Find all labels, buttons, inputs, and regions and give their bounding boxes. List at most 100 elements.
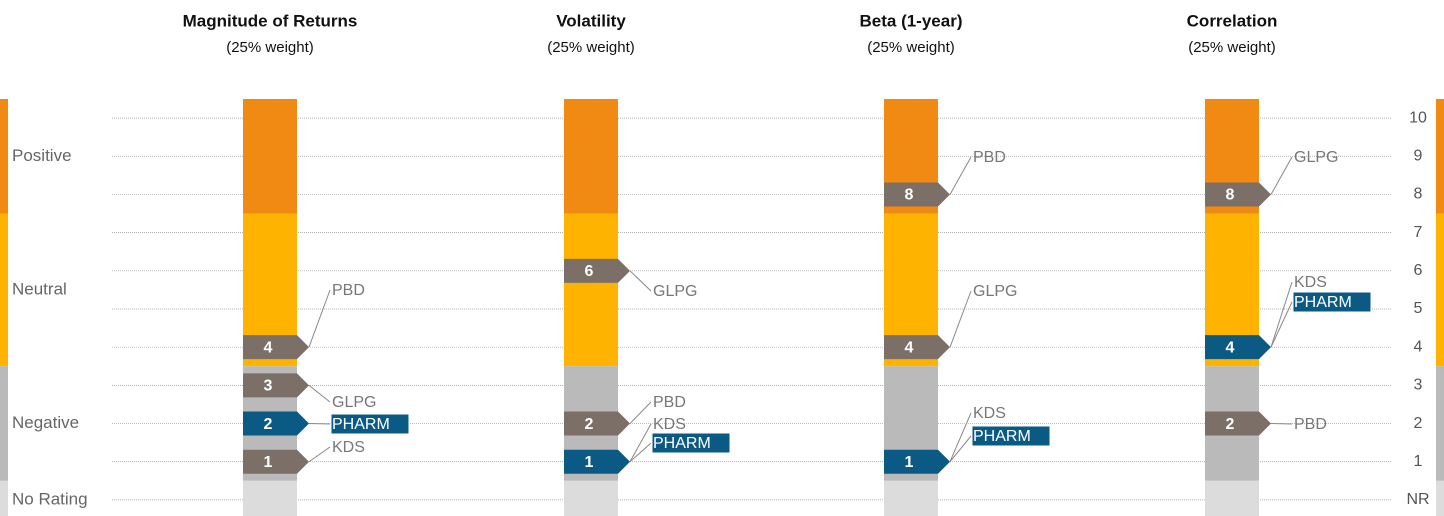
leader-line: [1270, 301, 1293, 348]
marker-shape: [1205, 182, 1271, 207]
marker-shape: [564, 411, 630, 436]
company-label: PBD: [1294, 416, 1327, 433]
band-label-bg: [10, 278, 110, 301]
company-label: PHARM: [653, 435, 711, 452]
leader-line: [949, 156, 972, 195]
company-label: PBD: [653, 394, 686, 411]
company-label: PBD: [332, 282, 365, 299]
band-left: [0, 99, 8, 214]
company-label: GLPG: [653, 283, 697, 300]
y-tick-label: 4: [1414, 338, 1423, 355]
company-label: PBD: [973, 149, 1006, 166]
leader-line: [629, 401, 652, 424]
highlight-box: [971, 425, 1051, 447]
marker-value: 3: [264, 378, 273, 395]
leader-line: [1270, 281, 1293, 348]
rating-marker: 4: [884, 335, 950, 360]
marker-value: 1: [905, 454, 914, 471]
column-band: [564, 99, 618, 214]
band-left: [0, 480, 8, 516]
marker-value: 6: [585, 263, 594, 280]
company-label: GLPG: [973, 283, 1017, 300]
marker-shape: [243, 335, 309, 360]
leader-line: [308, 384, 331, 403]
rating-marker: 8: [1205, 182, 1271, 207]
company-label: KDS: [973, 405, 1006, 422]
column-title: Volatility: [556, 11, 626, 30]
rating-marker: 2: [564, 411, 630, 436]
company-label: GLPG: [1294, 149, 1338, 166]
band-label: Positive: [12, 146, 72, 165]
marker-shape: [564, 258, 630, 283]
marker-value: 4: [1226, 339, 1235, 356]
y-tick-label: 7: [1414, 224, 1423, 241]
column-subtitle: (25% weight): [1188, 39, 1276, 56]
marker-shape: [884, 182, 950, 207]
leader-line: [949, 412, 972, 462]
marker-shape: [884, 449, 950, 474]
rating-marker: 2: [1205, 411, 1271, 436]
rating-marker: 1: [884, 449, 950, 474]
marker-value: 8: [905, 187, 914, 204]
company-label: PHARM: [1294, 294, 1352, 311]
column-subtitle: (25% weight): [226, 39, 314, 56]
column-band: [243, 480, 297, 516]
company-label: KDS: [332, 439, 365, 456]
band-right: [1436, 213, 1444, 367]
column-title: Beta (1-year): [860, 11, 963, 30]
highlight-box: [1292, 291, 1372, 313]
leader-line: [629, 442, 652, 463]
band-right: [1436, 480, 1444, 516]
highlight-box: [651, 432, 731, 454]
leader-line: [629, 270, 652, 292]
rating-marker: 3: [243, 373, 309, 398]
y-tick-label: 5: [1414, 300, 1423, 317]
marker-value: 1: [264, 454, 273, 471]
rating-marker: 1: [243, 449, 309, 474]
column-band: [243, 99, 297, 214]
y-tick-label: 10: [1409, 109, 1427, 126]
marker-shape: [884, 335, 950, 360]
leader-line: [308, 446, 331, 463]
marker-shape: [243, 411, 309, 436]
y-tick-label: 9: [1414, 147, 1423, 164]
leader-line: [629, 423, 652, 462]
y-tick-label: NR: [1406, 491, 1429, 508]
band-right: [1436, 366, 1444, 481]
marker-value: 4: [264, 339, 273, 356]
rating-marker: 8: [884, 182, 950, 207]
y-tick-label: 2: [1414, 415, 1423, 432]
marker-value: 1: [585, 454, 594, 471]
highlight-box: [330, 413, 410, 435]
marker-value: 2: [264, 416, 273, 433]
column-title: Correlation: [1187, 11, 1278, 30]
y-tick-label: 6: [1414, 262, 1423, 279]
company-label: PHARM: [332, 416, 390, 433]
band-right: [1436, 99, 1444, 214]
column-band: [564, 480, 618, 516]
company-label: KDS: [653, 416, 686, 433]
company-label: GLPG: [332, 394, 376, 411]
column-band: [564, 213, 618, 367]
company-label: KDS: [1294, 274, 1327, 291]
rating-marker: 4: [243, 335, 309, 360]
band-label-bg: [10, 412, 110, 435]
column-band: [884, 480, 938, 516]
rating-marker: 2: [243, 411, 309, 436]
band-label-bg: [10, 488, 110, 511]
marker-shape: [243, 449, 309, 474]
company-label: PHARM: [973, 428, 1031, 445]
marker-shape: [1205, 411, 1271, 436]
band-label: Neutral: [12, 279, 67, 298]
y-tick-label: 1: [1414, 453, 1423, 470]
column-subtitle: (25% weight): [867, 39, 955, 56]
marker-value: 2: [1226, 416, 1235, 433]
band-label: Negative: [12, 413, 79, 432]
marker-shape: [1205, 335, 1271, 360]
marker-value: 2: [585, 416, 594, 433]
leader-line: [949, 435, 972, 463]
column-subtitle: (25% weight): [547, 39, 635, 56]
rating-marker: 4: [1205, 335, 1271, 360]
leader-line: [949, 290, 972, 348]
rating-marker: 1: [564, 449, 630, 474]
